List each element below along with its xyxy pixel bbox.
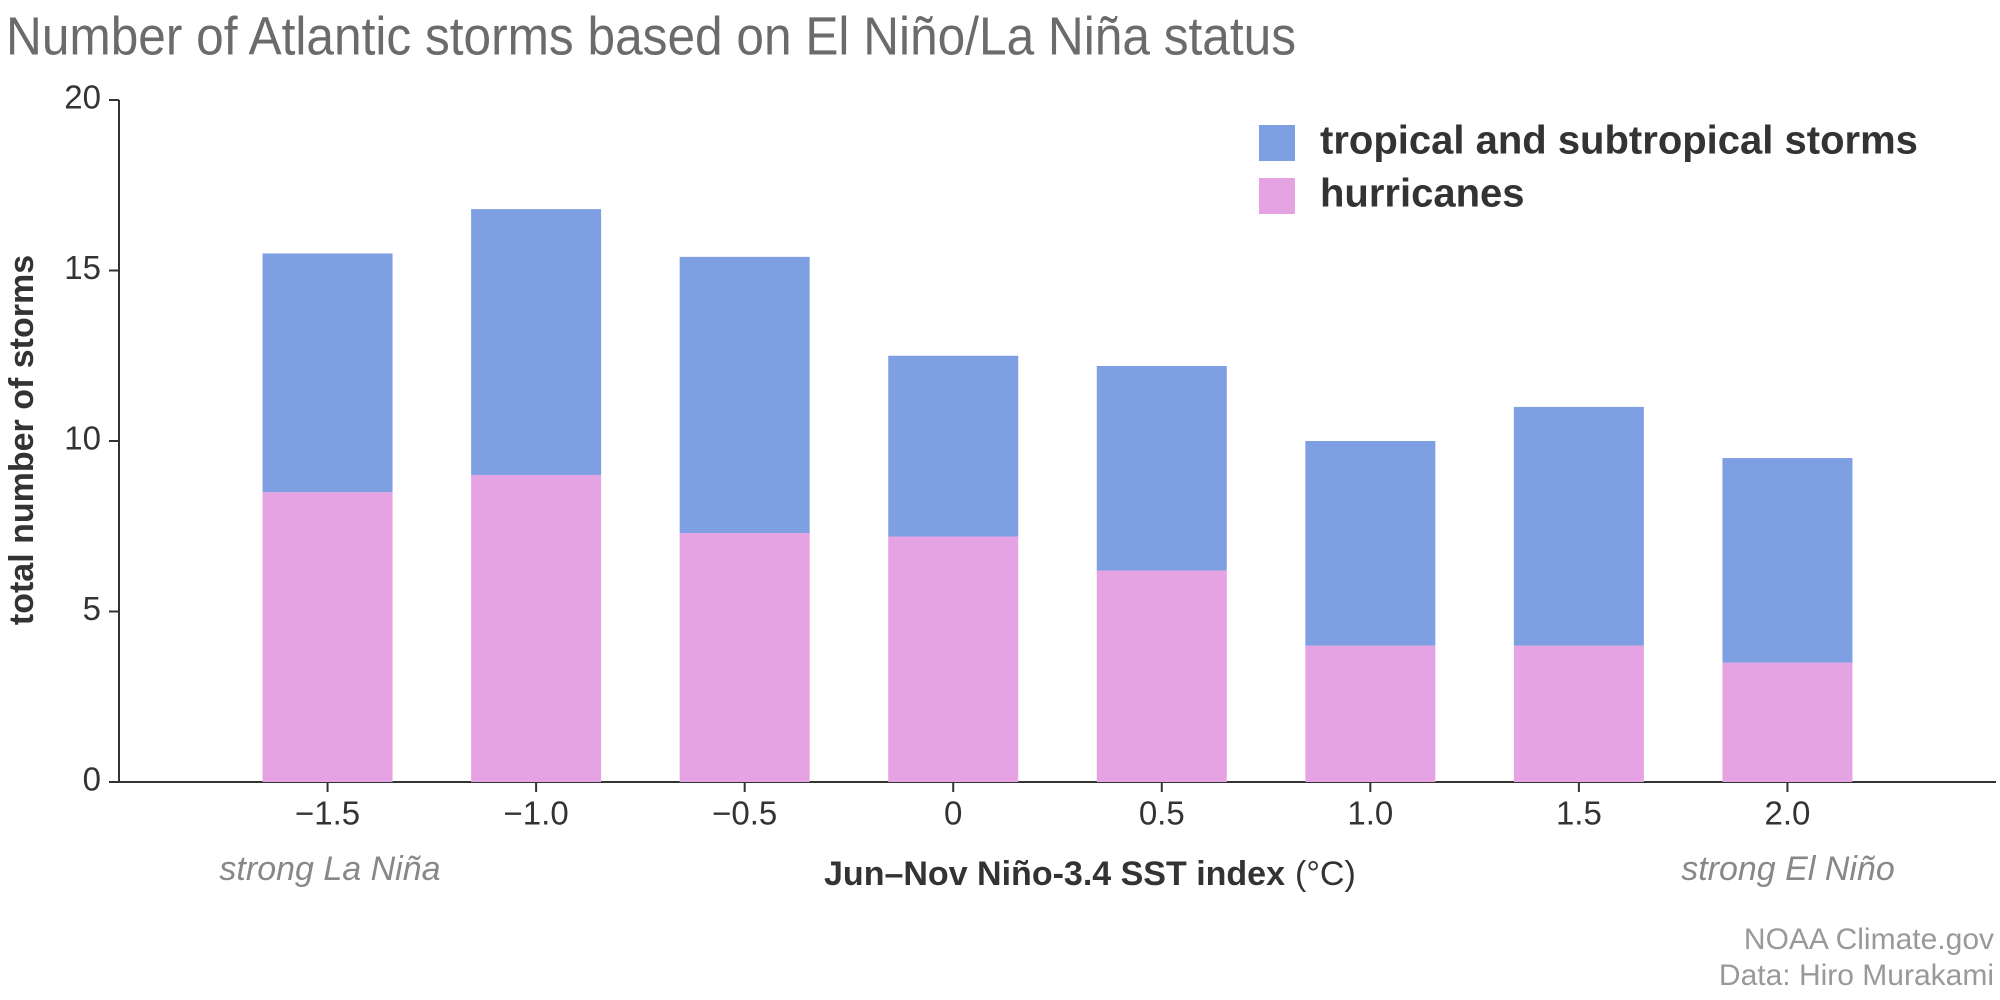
y-tick-label: 10 xyxy=(64,420,101,457)
bar-segment xyxy=(679,533,810,782)
bar-segment xyxy=(1722,662,1853,782)
credit: Data: Hiro Murakami xyxy=(1719,959,1994,992)
chart-title: Number of Atlantic storms based on El Ni… xyxy=(6,6,1296,66)
bar-segment xyxy=(1305,645,1436,782)
y-tick-label: 0 xyxy=(83,761,101,798)
bar-segment xyxy=(1513,406,1644,646)
bar-segment xyxy=(262,492,393,782)
bar-segment xyxy=(1096,570,1227,782)
x-tick-label: 1.0 xyxy=(1347,795,1393,832)
x-tick-label: −1.5 xyxy=(295,795,360,832)
annotation: strong La Niña xyxy=(219,850,440,888)
y-tick-label: 20 xyxy=(64,79,101,116)
y-axis-label: total number of storms xyxy=(3,255,41,625)
bar-segment xyxy=(262,253,393,493)
legend-swatch xyxy=(1259,178,1295,214)
legend-label: tropical and subtropical storms xyxy=(1320,119,1918,163)
x-tick-label: 0.5 xyxy=(1139,795,1185,832)
bar-segment xyxy=(1722,458,1853,663)
x-axis-label: Jun–Nov Niño-3.4 SST index xyxy=(824,855,1285,893)
bar-segment xyxy=(888,536,1019,782)
y-tick-label: 15 xyxy=(64,249,101,286)
y-tick-label: 5 xyxy=(83,590,101,627)
annotation: strong El Niño xyxy=(1681,850,1895,888)
bar-segment xyxy=(1096,365,1227,571)
credit: NOAA Climate.gov xyxy=(1744,923,1994,956)
bar-segment xyxy=(888,355,1019,537)
bar-segment xyxy=(1513,645,1644,782)
x-tick-label: 0 xyxy=(944,795,962,832)
x-tick-label: −1.0 xyxy=(504,795,569,832)
legend-label: hurricanes xyxy=(1320,172,1525,216)
x-axis-unit: (°C) xyxy=(1295,855,1356,893)
bar-segment xyxy=(679,256,810,534)
legend-swatch xyxy=(1259,125,1295,161)
bar-segment xyxy=(471,209,602,476)
x-tick-label: −0.5 xyxy=(712,795,777,832)
x-tick-label: 2.0 xyxy=(1765,795,1811,832)
bar-segment xyxy=(471,475,602,782)
bar-segment xyxy=(1305,441,1436,646)
x-tick-label: 1.5 xyxy=(1556,795,1602,832)
